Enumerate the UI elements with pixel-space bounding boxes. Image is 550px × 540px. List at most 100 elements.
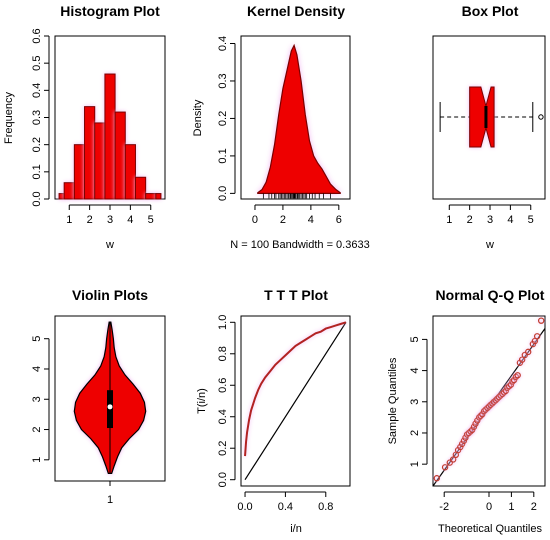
qq-point	[467, 428, 474, 435]
ttt-panel: T T T Plot 0.0 0.4 0.8 0.0 0.2 0.4 0.6 0.8 1.0 i/n…	[196, 287, 351, 535]
y-tick-label: 0.1	[217, 148, 229, 163]
y-tick-label: 0.3	[31, 110, 43, 125]
plot-frame	[432, 35, 546, 200]
x-tick-label: 6	[336, 214, 342, 226]
qq-point	[477, 412, 484, 420]
histogram-panel: Histogram Plot 1 2 3 4 5 0.0 0.1 0.2 0.3 0.4 0.5 0.6…	[3, 3, 166, 251]
qq-point	[537, 317, 545, 324]
y-tick-label: 0.6	[217, 378, 229, 393]
qq-point	[457, 443, 464, 451]
plot-frame	[240, 35, 351, 200]
qq-point	[479, 411, 486, 418]
qq-point	[504, 384, 511, 391]
qq-point	[502, 387, 509, 395]
x-tick-label: 1	[66, 214, 72, 226]
qq-point	[497, 392, 504, 399]
qq-point	[510, 376, 518, 384]
histogram-bar	[63, 182, 75, 200]
histogram-bar	[145, 193, 157, 200]
qq-point	[485, 403, 493, 410]
qq-point	[480, 407, 488, 415]
histogram-bar	[104, 73, 116, 200]
x-tick-label: 4	[127, 214, 133, 226]
y-tick-label: 1.0	[217, 315, 229, 330]
x-tick-label: 3	[107, 214, 113, 226]
x-tick-label: 1	[508, 501, 514, 513]
reference-diagonal	[244, 321, 347, 481]
qq-point	[469, 426, 476, 434]
qq-point	[487, 401, 494, 409]
density-area	[257, 43, 341, 194]
y-tick-label: 3	[409, 399, 421, 405]
y-tick-label: 0.0	[217, 472, 229, 487]
chart-title: Box Plot	[462, 3, 519, 19]
boxplot-panel: Box Plot 1 2 3 4 5 w	[432, 3, 546, 251]
qq-point	[499, 390, 506, 398]
qq-point	[462, 434, 469, 441]
x-tick-label: 0	[252, 214, 258, 226]
y-tick-label: 0.0	[31, 191, 43, 206]
qq-point	[482, 406, 489, 413]
y-axis-label: T(i/n)	[196, 388, 208, 414]
box-body	[469, 86, 495, 148]
y-tick-label: 5	[31, 336, 43, 342]
violin-median-point	[107, 404, 113, 410]
plot-frame	[432, 315, 546, 487]
y-tick-label: 0.6	[31, 28, 43, 43]
chart-title: T T T Plot	[264, 287, 328, 303]
histogram-bar	[73, 144, 86, 200]
qq-point	[509, 378, 516, 385]
y-tick-label: 0.1	[31, 164, 43, 179]
x-tick-label: -2	[439, 501, 449, 513]
y-tick-label: 0.2	[31, 137, 43, 152]
qq-point	[489, 400, 496, 407]
x-tick-label: 0.4	[278, 501, 293, 513]
x-tick-label: 2	[87, 214, 93, 226]
x-tick-label: 5	[528, 214, 534, 226]
chart-title: Kernel Density	[247, 3, 345, 19]
y-tick-label: 2	[409, 430, 421, 436]
y-tick-label: 1	[31, 457, 43, 463]
qq-point	[441, 464, 449, 471]
x-tick-label: 2	[531, 501, 537, 513]
y-axis-label: Frequency	[3, 92, 15, 144]
x-tick-label: 1	[107, 494, 113, 506]
qq-point	[472, 420, 479, 427]
y-tick-label: 0.4	[217, 409, 229, 424]
qq-point	[463, 431, 471, 438]
qq-point	[525, 348, 532, 356]
qq-point	[465, 429, 473, 437]
qq-point	[512, 373, 520, 381]
y-tick-label: 1	[409, 461, 421, 467]
plot-frame	[240, 315, 351, 487]
qq-point	[446, 459, 453, 466]
qq-point	[458, 440, 466, 448]
qq-point	[518, 356, 526, 363]
histogram-bar	[134, 176, 147, 200]
qq-point	[449, 456, 457, 463]
qq-point	[514, 372, 521, 379]
x-tick-label: 0.8	[318, 501, 333, 513]
y-tick-label: 0.4	[31, 83, 43, 98]
y-tick-label: 0.8	[217, 346, 229, 361]
x-tick-label: 5	[148, 214, 154, 226]
x-tick-label: 2	[280, 214, 286, 226]
y-tick-label: 3	[31, 396, 43, 402]
qq-point	[474, 417, 481, 424]
y-tick-label: 0.2	[217, 111, 229, 126]
qq-point	[533, 333, 541, 340]
qq-point	[470, 423, 478, 430]
qq-point	[495, 393, 503, 401]
y-tick-label: 0.5	[31, 56, 43, 71]
ttt-curve	[244, 321, 347, 457]
histogram-bar	[84, 106, 96, 200]
y-axis-label: Density	[192, 99, 204, 136]
qq-point	[500, 389, 508, 396]
y-tick-label: 0.4	[217, 36, 229, 51]
y-tick-label: 5	[409, 336, 421, 342]
x-tick-label: 4	[507, 214, 513, 226]
chart-title: Histogram Plot	[60, 3, 160, 19]
histogram-bar	[124, 144, 136, 200]
histogram-bar	[155, 193, 162, 200]
chart-title: Normal Q-Q Plot	[436, 287, 545, 303]
